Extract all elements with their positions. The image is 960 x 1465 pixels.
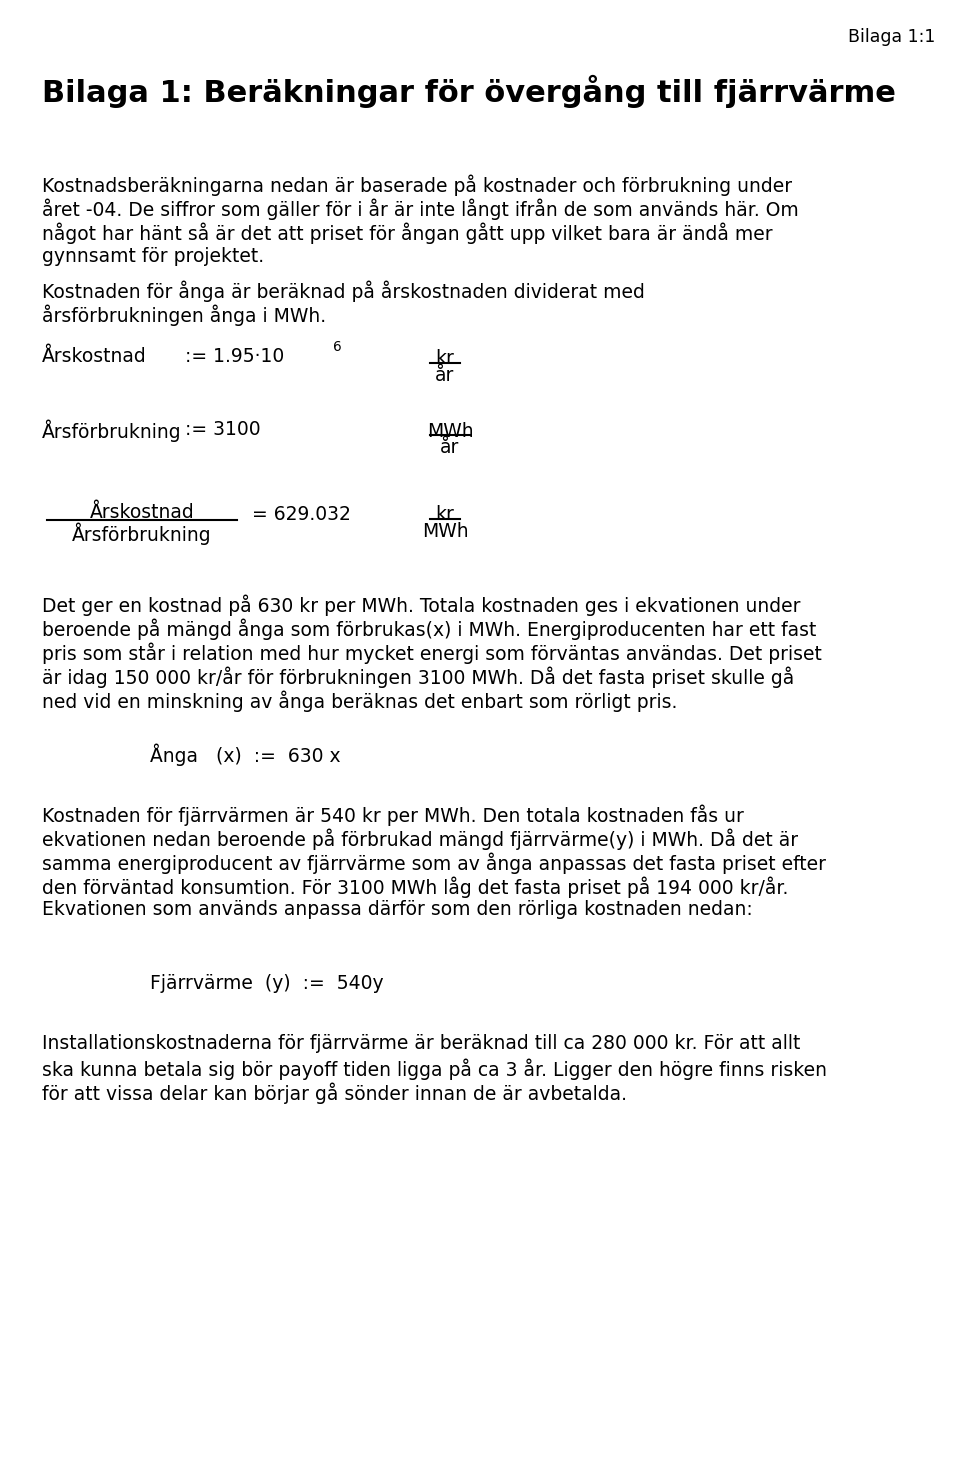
Text: Årsförbrukning: Årsförbrukning (72, 523, 212, 545)
Text: Bilaga 1: Beräkningar för övergång till fjärrvärme: Bilaga 1: Beräkningar för övergång till … (42, 75, 896, 108)
Text: Kostnaden för fjärrvärmen är 540 kr per MWh. Den totala kostnaden fås ur: Kostnaden för fjärrvärmen är 540 kr per … (42, 804, 744, 825)
Text: året -04. De siffror som gäller för i år är inte långt ifrån de som används här.: året -04. De siffror som gäller för i år… (42, 199, 799, 221)
Text: något har hänt så är det att priset för ångan gått upp vilket bara är ändå mer: något har hänt så är det att priset för … (42, 223, 773, 245)
Text: är idag 150 000 kr/år för förbrukningen 3100 MWh. Då det fasta priset skulle gå: är idag 150 000 kr/år för förbrukningen … (42, 667, 794, 687)
Text: Bilaga 1:1: Bilaga 1:1 (848, 28, 935, 45)
Text: MWh: MWh (421, 522, 468, 541)
Text: = 629.032: = 629.032 (252, 505, 350, 524)
Text: pris som står i relation med hur mycket energi som förväntas användas. Det prise: pris som står i relation med hur mycket … (42, 642, 822, 664)
Text: kr: kr (436, 349, 454, 368)
Text: 6: 6 (333, 340, 342, 355)
Text: Ekvationen som används anpassa därför som den rörliga kostnaden nedan:: Ekvationen som används anpassa därför so… (42, 900, 753, 919)
Text: MWh: MWh (426, 422, 473, 441)
Text: Fjärrvärme  (y)  :=  540y: Fjärrvärme (y) := 540y (150, 974, 384, 993)
Text: gynnsamt för projektet.: gynnsamt för projektet. (42, 248, 264, 267)
Text: Ånga   (x)  :=  630 x: Ånga (x) := 630 x (150, 744, 341, 766)
Text: kr: kr (436, 505, 454, 524)
Text: Årskostnad: Årskostnad (42, 347, 147, 366)
Text: Det ger en kostnad på 630 kr per MWh. Totala kostnaden ges i ekvationen under: Det ger en kostnad på 630 kr per MWh. To… (42, 593, 801, 615)
Text: för att vissa delar kan börjar gå sönder innan de är avbetalda.: för att vissa delar kan börjar gå sönder… (42, 1083, 627, 1103)
Text: samma energiproducent av fjärrvärme som av ånga anpassas det fasta priset efter: samma energiproducent av fjärrvärme som … (42, 853, 826, 873)
Text: Installationskostnaderna för fjärrvärme är beräknad till ca 280 000 kr. För att : Installationskostnaderna för fjärrvärme … (42, 1034, 801, 1053)
Text: := 1.95·10: := 1.95·10 (185, 347, 284, 366)
Text: beroende på mängd ånga som förbrukas(x) i MWh. Energiproducenten har ett fast: beroende på mängd ånga som förbrukas(x) … (42, 618, 816, 640)
Text: Kostnaden för ånga är beräknad på årskostnaden dividerat med: Kostnaden för ånga är beräknad på årskos… (42, 281, 645, 302)
Text: Årskostnad: Årskostnad (89, 502, 194, 522)
Text: Kostnadsberäkningarna nedan är baserade på kostnader och förbrukning under: Kostnadsberäkningarna nedan är baserade … (42, 174, 792, 196)
Text: ekvationen nedan beroende på förbrukad mängd fjärrvärme(y) i MWh. Då det är: ekvationen nedan beroende på förbrukad m… (42, 828, 798, 850)
Text: Årsförbrukning: Årsförbrukning (42, 420, 181, 442)
Text: ska kunna betala sig bör payoff tiden ligga på ca 3 år. Ligger den högre finns r: ska kunna betala sig bör payoff tiden li… (42, 1058, 827, 1080)
Text: årsförbrukningen ånga i MWh.: årsförbrukningen ånga i MWh. (42, 305, 326, 327)
Text: := 3100: := 3100 (185, 420, 260, 440)
Text: år: år (441, 438, 460, 457)
Text: år: år (435, 366, 455, 385)
Text: den förväntad konsumtion. För 3100 MWh låg det fasta priset på 194 000 kr/år.: den förväntad konsumtion. För 3100 MWh l… (42, 876, 788, 898)
Text: ned vid en minskning av ånga beräknas det enbart som rörligt pris.: ned vid en minskning av ånga beräknas de… (42, 690, 678, 712)
